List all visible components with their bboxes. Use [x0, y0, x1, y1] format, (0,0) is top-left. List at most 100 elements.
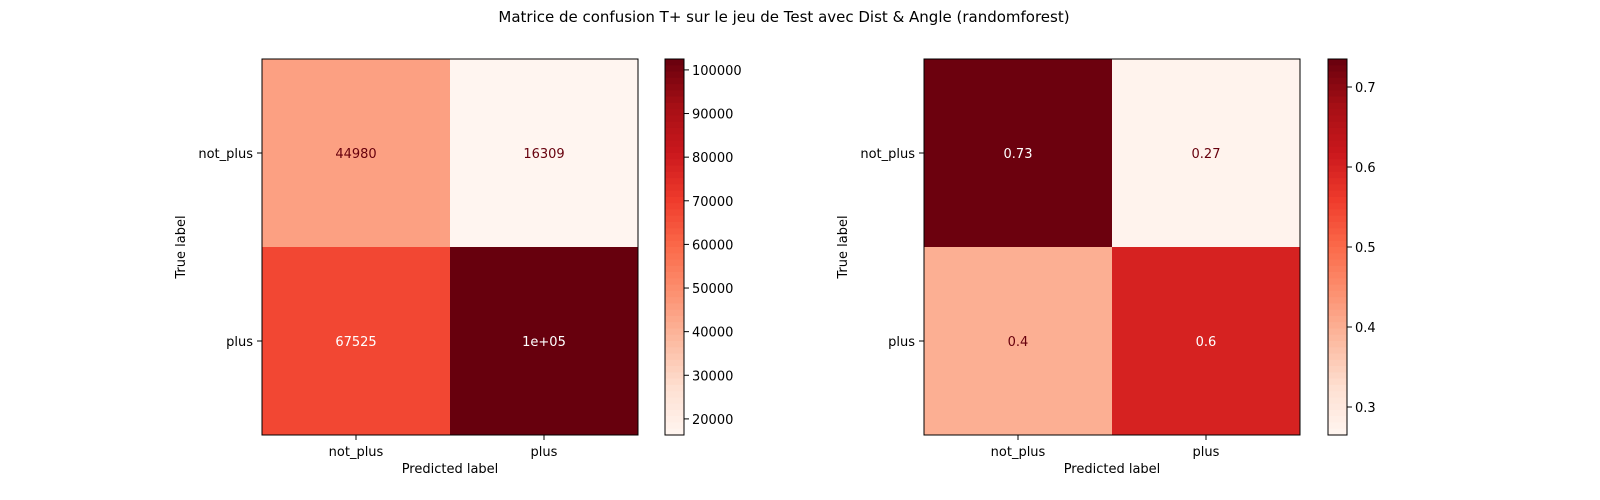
colorbar-tick-label: 0.6 [1355, 161, 1376, 176]
cell-value-label: 0.73 [1004, 147, 1033, 162]
colorbar-segment [1328, 165, 1347, 173]
colorbar-segment [665, 359, 684, 367]
colorbar-segment [665, 422, 684, 430]
colorbar-segment [1328, 328, 1347, 336]
colorbar-segment [1328, 253, 1347, 261]
colorbar-segment [665, 366, 684, 373]
cell-value-label: 0.6 [1196, 335, 1217, 350]
colorbar-segment [1328, 59, 1347, 66]
colorbar-segment [1328, 115, 1347, 123]
colorbar-segment [665, 109, 684, 116]
y-tick-label: not_plus [198, 147, 253, 162]
colorbar-segment [665, 77, 684, 85]
colorbar-segment [665, 372, 684, 380]
colorbar-segment [1328, 303, 1347, 311]
colorbar-segment [665, 209, 684, 217]
colorbar-tick-label: 80000 [692, 151, 733, 166]
colorbar-segment [665, 178, 684, 185]
plot-frame [923, 58, 1301, 436]
colorbar-tick-label: 50000 [692, 282, 733, 297]
colorbar-segment [665, 347, 684, 355]
colorbar-segment [665, 228, 684, 236]
cell-value-label: 0.4 [1008, 335, 1029, 350]
x-tick-label: not_plus [329, 445, 384, 460]
cell-value-label: 67525 [335, 335, 376, 350]
colorbar-segment [665, 234, 684, 242]
colorbar-segment [1328, 259, 1347, 267]
colorbar-segment [665, 247, 684, 254]
colorbar-tick-label: 0.4 [1355, 321, 1376, 336]
y-tick-label: plus [888, 335, 915, 350]
colorbar-segment [665, 334, 684, 342]
colorbar-segment [665, 284, 684, 292]
colorbar-segment [665, 146, 684, 154]
colorbar-segment [1328, 190, 1347, 198]
colorbar-segment [1328, 372, 1347, 380]
x-axis-label: Predicted label [1064, 462, 1161, 477]
colorbar-segment [665, 90, 684, 98]
colorbar-tick-label: 20000 [692, 413, 733, 428]
colorbar-segment [1328, 146, 1347, 154]
figure-title: Matrice de confusion T+ sur le jeu de Te… [498, 8, 1069, 26]
colorbar-tick-label: 0.5 [1355, 241, 1376, 256]
colorbar-segment [1328, 127, 1347, 135]
x-tick-label: plus [531, 445, 558, 460]
colorbar-segment [665, 221, 684, 229]
colorbar-segment [1328, 315, 1347, 323]
colorbar-segment [1328, 178, 1347, 185]
colorbar-segment [665, 171, 684, 179]
colorbar-segment [665, 328, 684, 336]
colorbar-segment [665, 127, 684, 135]
colorbar-tick-label: 40000 [692, 326, 733, 341]
colorbar-segment [1328, 228, 1347, 236]
colorbar-segment [665, 190, 684, 198]
colorbar-segment [665, 65, 684, 73]
colorbar-segment [1328, 428, 1347, 436]
colorbar-segment [1328, 102, 1347, 110]
colorbar-segment [1328, 77, 1347, 85]
colorbar-segment [1328, 391, 1347, 398]
colorbar-segment [665, 140, 684, 148]
matrix-cell [924, 59, 1112, 247]
colorbar-segment [665, 403, 684, 411]
colorbar-tick-label: 90000 [692, 108, 733, 123]
colorbar-segment [1328, 322, 1347, 330]
colorbar-segment [665, 215, 684, 223]
colorbar-segment [1328, 409, 1347, 417]
colorbar-segment [1328, 347, 1347, 355]
colorbar-segment [665, 303, 684, 311]
colorbar-segment [1328, 290, 1347, 298]
colorbar-segment [1328, 309, 1347, 317]
x-tick-label: not_plus [991, 445, 1046, 460]
colorbar-segment [665, 96, 684, 104]
matrix-cell [450, 59, 638, 247]
colorbar-segment [1328, 71, 1347, 79]
colorbar-segment [665, 428, 684, 436]
colorbar-segment [665, 184, 684, 192]
colorbar-segment [1328, 196, 1347, 204]
colorbar-segment [1328, 134, 1347, 142]
cell-value-label: 44980 [335, 147, 376, 162]
colorbar-segment [1328, 284, 1347, 292]
colorbar-segment [1328, 378, 1347, 386]
colorbar-segment [1328, 90, 1347, 98]
y-tick-label: not_plus [860, 147, 915, 162]
colorbar-segment [1328, 265, 1347, 273]
colorbar-segment [665, 259, 684, 267]
colorbar-segment [665, 196, 684, 204]
colorbar-segment [1328, 416, 1347, 424]
colorbar-segment [1328, 65, 1347, 73]
colorbar-segment [665, 59, 684, 66]
matrix-cell [262, 59, 450, 247]
colorbar-segment [665, 134, 684, 142]
colorbar-segment [665, 409, 684, 417]
colorbar-segment [665, 153, 684, 160]
colorbar-tick-label: 100000 [692, 64, 742, 79]
colorbar-segment [1328, 297, 1347, 304]
colorbar-frame [664, 58, 685, 436]
colorbar-segment [1328, 341, 1347, 348]
colorbar-segment [1328, 403, 1347, 411]
colorbar-segment [1328, 384, 1347, 392]
colorbar-segment [665, 278, 684, 286]
